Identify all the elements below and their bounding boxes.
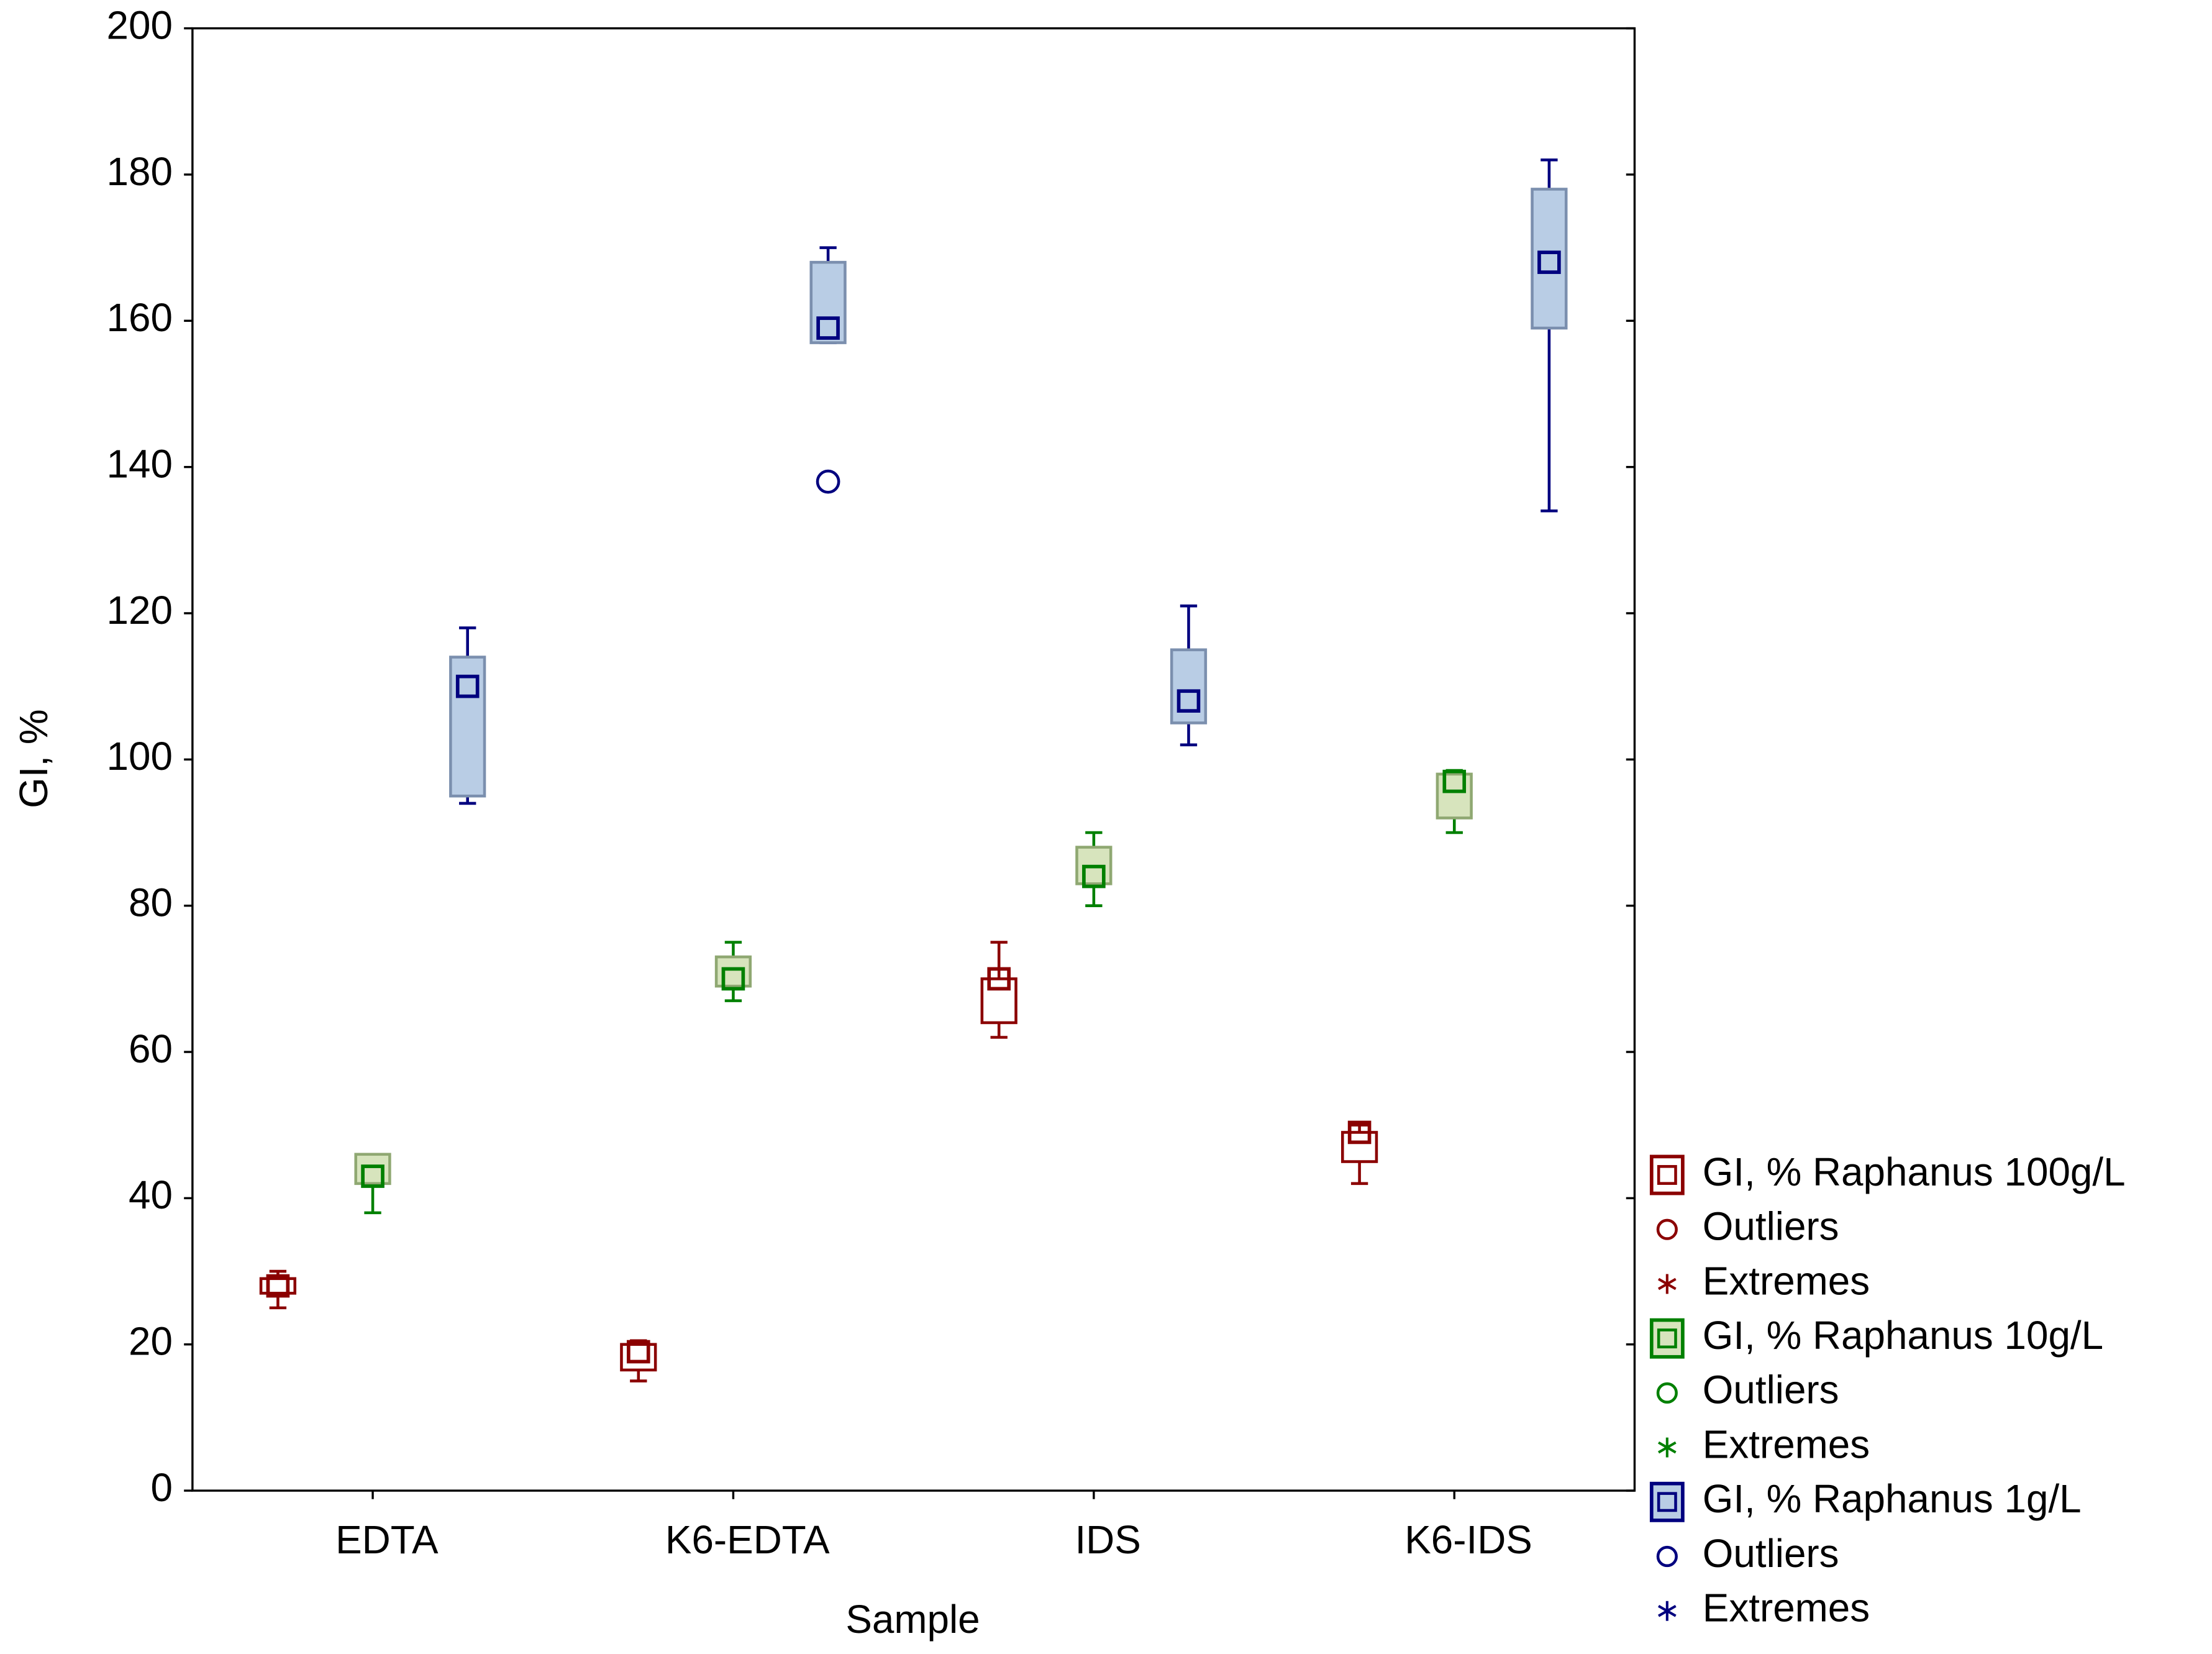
legend-box bbox=[1649, 1154, 1685, 1195]
legend-label: GI, % Raphanus 100g/L bbox=[1703, 1149, 2126, 1194]
box bbox=[1531, 188, 1568, 330]
legend-label: Outliers bbox=[1703, 1368, 1839, 1412]
legend-extreme bbox=[1658, 1441, 1677, 1454]
y-tick-label: 200 bbox=[107, 2, 173, 47]
x-tick-label: EDTA bbox=[335, 1517, 439, 1562]
legend-outlier bbox=[1656, 1382, 1678, 1404]
y-tick-label: 160 bbox=[107, 295, 173, 340]
x-tick-label: K6-IDS bbox=[1404, 1517, 1532, 1562]
median bbox=[1347, 1120, 1372, 1145]
y-tick-label: 0 bbox=[150, 1465, 172, 1510]
legend-label: Extremes bbox=[1703, 1258, 1870, 1303]
box bbox=[1340, 1131, 1378, 1163]
box bbox=[980, 977, 1017, 1025]
legend-label: Outliers bbox=[1703, 1204, 1839, 1249]
legend-label: Extremes bbox=[1703, 1586, 1870, 1630]
median bbox=[455, 674, 480, 698]
legend-extreme bbox=[1658, 1604, 1677, 1617]
legend-box bbox=[1649, 1481, 1685, 1522]
y-tick-label: 100 bbox=[107, 734, 173, 779]
legend-median bbox=[1657, 1492, 1677, 1512]
median bbox=[1442, 769, 1467, 793]
legend-outlier bbox=[1656, 1218, 1678, 1240]
legend-box bbox=[1649, 1318, 1685, 1359]
box bbox=[620, 1343, 657, 1372]
legend-extreme bbox=[1658, 1277, 1677, 1291]
y-tick-label: 80 bbox=[129, 880, 173, 925]
median bbox=[1082, 864, 1106, 889]
y-tick-label: 180 bbox=[107, 149, 173, 194]
y-axis-label: GI, % bbox=[11, 709, 56, 808]
median bbox=[1537, 250, 1561, 274]
box bbox=[259, 1277, 297, 1295]
median bbox=[987, 967, 1011, 991]
y-tick-label: 140 bbox=[107, 441, 173, 486]
y-tick-label: 40 bbox=[129, 1172, 173, 1217]
median bbox=[1177, 689, 1201, 713]
legend-median bbox=[1657, 1165, 1677, 1185]
median bbox=[361, 1164, 385, 1188]
box bbox=[354, 1153, 391, 1186]
box bbox=[809, 260, 847, 344]
y-tick-label: 60 bbox=[129, 1026, 173, 1071]
legend-median bbox=[1657, 1328, 1677, 1349]
legend-label: GI, % Raphanus 10g/L bbox=[1703, 1313, 2103, 1358]
box bbox=[1436, 772, 1473, 820]
y-tick-label: 20 bbox=[129, 1319, 173, 1364]
x-tick-label: IDS bbox=[1075, 1517, 1140, 1562]
plot-frame bbox=[191, 27, 1636, 1492]
x-axis-label: Sample bbox=[845, 1597, 980, 1642]
y-tick-label: 120 bbox=[107, 588, 173, 633]
legend-label: Outliers bbox=[1703, 1531, 1839, 1576]
legend-label: GI, % Raphanus 1g/L bbox=[1703, 1476, 2082, 1521]
legend-label: Extremes bbox=[1703, 1422, 1870, 1466]
median bbox=[816, 316, 840, 340]
median bbox=[627, 1340, 650, 1364]
median bbox=[721, 967, 745, 991]
x-tick-label: K6-EDTA bbox=[665, 1517, 830, 1562]
median bbox=[266, 1274, 290, 1298]
legend-outlier bbox=[1656, 1545, 1678, 1568]
box bbox=[714, 955, 752, 988]
outlier bbox=[816, 469, 840, 494]
